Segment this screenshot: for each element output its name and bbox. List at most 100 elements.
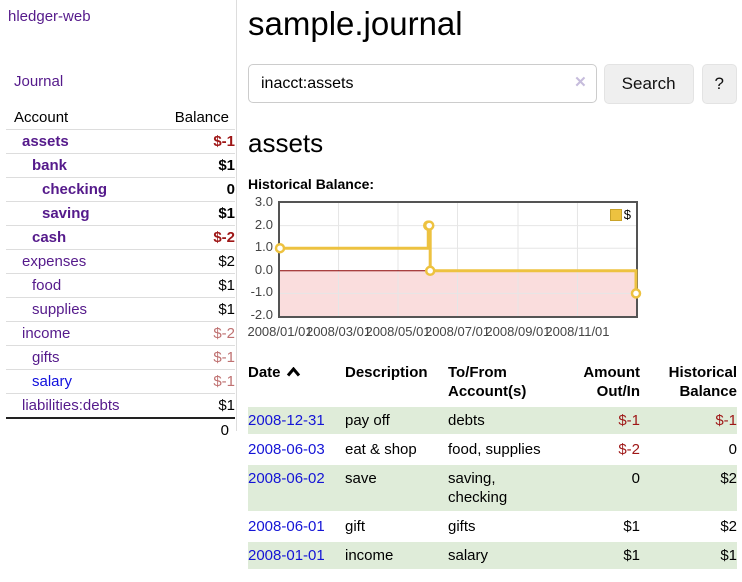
transaction-accounts: salary	[448, 542, 561, 569]
transaction-date-link[interactable]: 2008-06-01	[248, 518, 325, 535]
sidebar-account-link[interactable]: salary	[32, 373, 73, 390]
transaction-amount: $-2	[618, 441, 640, 458]
register-row: 2008-01-01 income salary $1 $1	[248, 542, 737, 569]
account-balance: $-2	[149, 321, 235, 346]
register-header-description: Description	[345, 364, 428, 381]
sidebar-account-link[interactable]: gifts	[32, 349, 60, 366]
transaction-description: gift	[345, 518, 366, 535]
x-axis-tick-label: 2008/09/01	[485, 324, 551, 339]
transaction-date-link[interactable]: 2008-06-02	[248, 470, 325, 487]
sidebar-accounts-table: Account Balance assets $-1 bank $1 check…	[6, 106, 235, 442]
page-title: sample.journal	[248, 5, 463, 42]
sidebar-accounts-body: assets $-1 bank $1 checking 0 saving $1 …	[6, 129, 235, 419]
accounts-header-balance: Balance	[149, 106, 235, 130]
transaction-amount: $1	[623, 518, 640, 535]
accounts-header-row: Account Balance	[6, 106, 235, 130]
sidebar-account-link[interactable]: supplies	[32, 301, 88, 318]
account-row: liabilities:debts $1	[6, 393, 235, 419]
x-axis-tick-label: 2008/05/01	[365, 324, 431, 339]
search-input[interactable]	[248, 64, 597, 103]
transaction-balance: $1	[640, 542, 737, 569]
register-table: Date Description To/From Account(s) Amou…	[248, 359, 737, 571]
account-row: cash $-2	[6, 225, 235, 250]
brand-link[interactable]: hledger-web	[8, 8, 91, 25]
account-balance: 0	[149, 177, 235, 202]
register-row: 2008-06-01 gift gifts $1 $2	[248, 513, 737, 540]
x-axis-tick-label: 2008/01/01	[247, 324, 313, 339]
main-content: sample.journal ✕ Search ? assets Histori…	[247, 0, 737, 571]
sidebar-account-link[interactable]: assets	[22, 133, 69, 150]
y-axis-tick-label: 2.0	[254, 216, 273, 232]
sidebar-account-link[interactable]: saving	[42, 205, 90, 222]
account-balance: $-1	[149, 129, 235, 154]
transaction-amount: 0	[561, 465, 640, 511]
account-row: checking 0	[6, 177, 235, 202]
accounts-total-row: 0	[6, 417, 235, 442]
chart-title: Historical Balance:	[248, 176, 375, 192]
account-balance: $2	[149, 249, 235, 274]
transaction-balance: $2	[720, 518, 737, 535]
account-balance: $1	[149, 201, 235, 226]
sidebar-account-link[interactable]: liabilities:debts	[22, 397, 120, 414]
account-heading: assets	[248, 128, 324, 158]
help-button[interactable]: ?	[701, 64, 737, 104]
register-body: 2008-12-31 pay off debts $-1 $-1 2008-06…	[248, 407, 737, 569]
account-row: expenses $2	[6, 249, 235, 274]
account-row: saving $1	[6, 201, 235, 226]
x-axis-tick-label: 2008/07/01	[424, 324, 491, 339]
transaction-date-link[interactable]: 2008-12-31	[248, 412, 325, 429]
account-balance: $1	[149, 297, 235, 322]
transaction-balance: $2	[640, 465, 737, 511]
sidebar-account-link[interactable]: food	[32, 277, 62, 294]
sidebar-account-link[interactable]: cash	[32, 229, 67, 246]
register-header-date[interactable]: Date	[248, 361, 345, 405]
transaction-description: pay off	[345, 407, 448, 434]
sidebar-account-link[interactable]: expenses	[22, 253, 87, 270]
balance-chart: $ 3.0 2.0 1.0 0.0 -1.0 -2.0 2008/01/01 2008/03/…	[247, 194, 737, 339]
account-balance: $1	[149, 273, 235, 298]
transaction-description: eat & shop	[345, 441, 417, 458]
transaction-description: income	[345, 542, 448, 569]
transaction-amount: $1	[561, 542, 640, 569]
transaction-accounts: saving, checking	[448, 465, 561, 511]
chart-plot-area[interactable]: $	[274, 201, 642, 318]
transaction-date-link[interactable]: 2008-06-03	[248, 441, 325, 458]
register-header-row: Date Description To/From Account(s) Amou…	[248, 361, 737, 405]
transaction-accounts: gifts	[448, 518, 476, 535]
sidebar-account-link[interactable]: checking	[42, 181, 108, 198]
transaction-amount: $-1	[561, 407, 640, 434]
x-axis-tick-label: 2008/11/01	[545, 324, 610, 339]
sort-ascending-icon	[286, 366, 300, 377]
sidebar-item-journal[interactable]: Journal	[14, 73, 64, 90]
transaction-balance: $-1	[640, 407, 737, 434]
y-axis-tick-label: -2.0	[250, 307, 273, 322]
transaction-description: save	[345, 465, 448, 511]
account-row: supplies $1	[6, 297, 235, 322]
y-axis-tick-label: 0.0	[254, 261, 273, 277]
account-balance: $1	[149, 393, 235, 419]
search-form: ✕ Search ?	[248, 64, 737, 104]
y-axis-tick-label: 1.0	[254, 239, 273, 255]
x-axis-tick-label: 2008/03/01	[305, 324, 372, 339]
search-button[interactable]: Search	[603, 64, 694, 104]
account-balance: $-2	[149, 225, 235, 250]
account-row: assets $-1	[6, 129, 235, 154]
sidebar-account-link[interactable]: bank	[32, 157, 68, 174]
account-balance: $-1	[149, 345, 235, 370]
clear-search-icon[interactable]: ✕	[574, 74, 587, 91]
account-row: bank $1	[6, 153, 235, 178]
sidebar-account-link[interactable]: income	[22, 325, 71, 342]
sidebar: hledger-web Journal Account Balance asse…	[0, 0, 237, 442]
register-header-accounts: To/From Account(s)	[448, 364, 527, 400]
account-row: salary $-1	[6, 369, 235, 394]
account-balance: $-1	[149, 369, 235, 394]
transaction-accounts: food, supplies	[448, 441, 541, 458]
register-row: 2008-12-31 pay off debts $-1 $-1	[248, 407, 737, 434]
transaction-date-link[interactable]: 2008-01-01	[248, 547, 325, 564]
legend-label: $	[623, 207, 631, 222]
y-axis-tick-label: -1.0	[250, 284, 273, 300]
accounts-header-account: Account	[6, 106, 150, 130]
accounts-total-value: 0	[149, 417, 235, 442]
chart-legend: $	[607, 206, 633, 223]
register-header-balance: Historical Balance	[668, 364, 737, 400]
